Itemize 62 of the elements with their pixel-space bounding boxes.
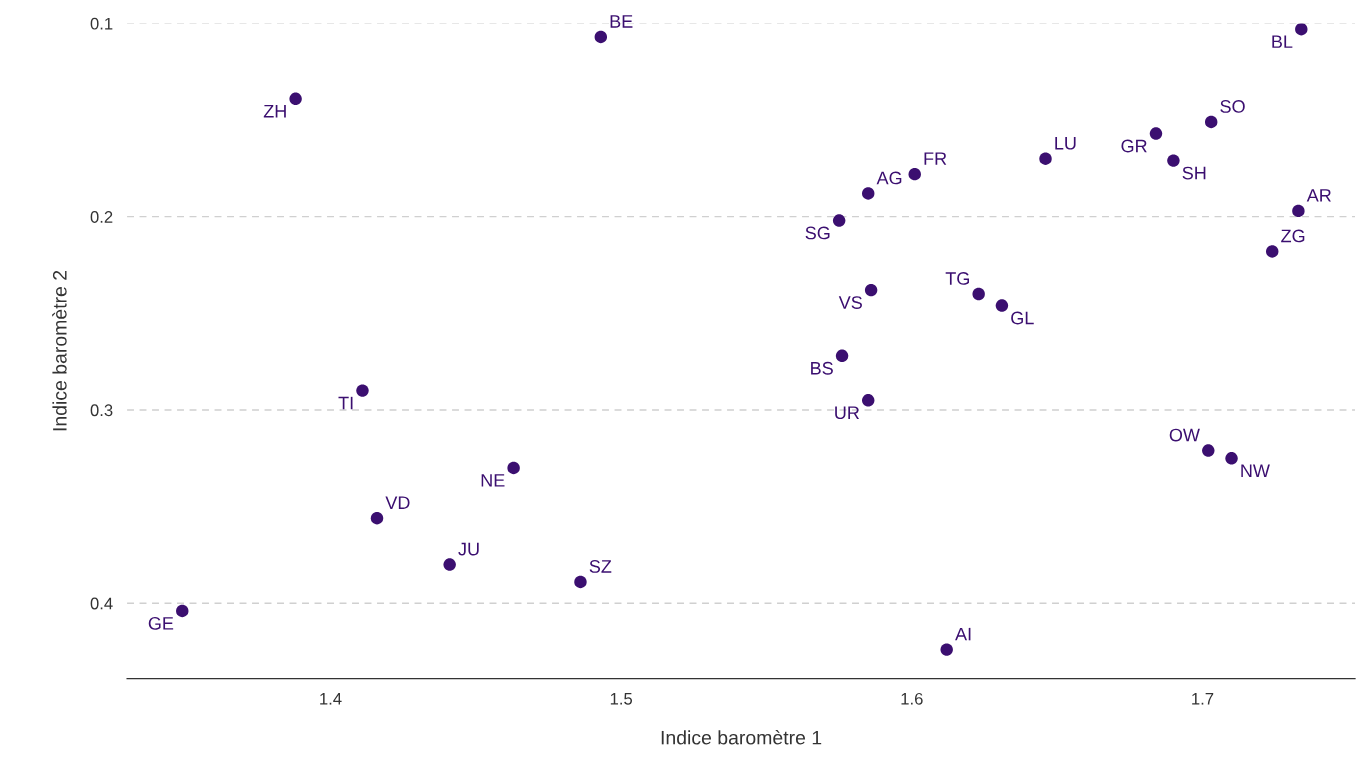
y-axis-title: Indice baromètre 2 bbox=[52, 270, 67, 431]
annotation: VS bbox=[838, 296, 862, 309]
y-tick-label: 0.4 bbox=[90, 597, 113, 610]
annotation: TI bbox=[338, 396, 353, 410]
annotation: NE bbox=[481, 474, 505, 487]
point bbox=[176, 604, 189, 618]
annotation: LU bbox=[1055, 136, 1076, 150]
annotation: TG bbox=[945, 272, 969, 285]
point bbox=[594, 30, 608, 44]
point bbox=[862, 394, 875, 407]
point bbox=[1266, 245, 1279, 258]
point bbox=[507, 461, 520, 475]
y-tick-label: 0.1 bbox=[90, 17, 113, 30]
annotation: BL bbox=[1272, 35, 1293, 48]
point bbox=[832, 214, 846, 227]
point bbox=[370, 511, 384, 525]
annotation: AG bbox=[876, 171, 902, 185]
annotation: JU bbox=[458, 542, 479, 556]
x-tick-label: 1.4 bbox=[320, 693, 342, 705]
annotation: NW bbox=[1241, 464, 1270, 477]
annotation: SO bbox=[1220, 100, 1245, 113]
point bbox=[1292, 204, 1305, 218]
point bbox=[972, 287, 985, 301]
annotation: GL bbox=[1011, 311, 1034, 325]
annotation: BE bbox=[610, 15, 633, 28]
annotation: AI bbox=[955, 627, 971, 641]
point bbox=[1295, 23, 1308, 36]
point bbox=[835, 349, 849, 363]
annotation: GE bbox=[148, 616, 174, 630]
annotation: SH bbox=[1182, 166, 1206, 180]
x-axis-title: Indice baromètre 1 bbox=[661, 730, 822, 745]
annotation: ZH bbox=[263, 105, 286, 118]
x-tick-label: 1.5 bbox=[610, 693, 633, 705]
point bbox=[1167, 154, 1180, 167]
point bbox=[1149, 127, 1163, 140]
point bbox=[1202, 444, 1215, 457]
point bbox=[995, 299, 1009, 312]
annotation: FR bbox=[924, 152, 947, 165]
y-tick-label: 0.3 bbox=[90, 404, 113, 417]
point bbox=[356, 384, 369, 397]
annotation: ZG bbox=[1281, 229, 1305, 243]
point bbox=[908, 167, 921, 181]
annotation: SZ bbox=[589, 560, 612, 573]
point bbox=[443, 558, 456, 571]
point bbox=[289, 92, 302, 105]
x-tick-label: 1.7 bbox=[1192, 693, 1214, 705]
y-tick-label: 0.2 bbox=[90, 211, 113, 223]
annotation: OW bbox=[1169, 428, 1200, 442]
point bbox=[940, 643, 953, 656]
point bbox=[1039, 152, 1052, 165]
annotation: UR bbox=[835, 406, 860, 420]
point bbox=[574, 575, 587, 589]
annotation: GR bbox=[1121, 139, 1147, 153]
point bbox=[1204, 115, 1218, 129]
annotation: SG bbox=[805, 226, 830, 240]
point bbox=[1225, 452, 1238, 465]
annotation: BS bbox=[811, 361, 833, 375]
point bbox=[864, 283, 878, 297]
annotation: VD bbox=[385, 496, 410, 509]
point bbox=[862, 187, 875, 200]
x-tick-label: 1.6 bbox=[901, 692, 923, 705]
annotation: AR bbox=[1306, 189, 1331, 202]
